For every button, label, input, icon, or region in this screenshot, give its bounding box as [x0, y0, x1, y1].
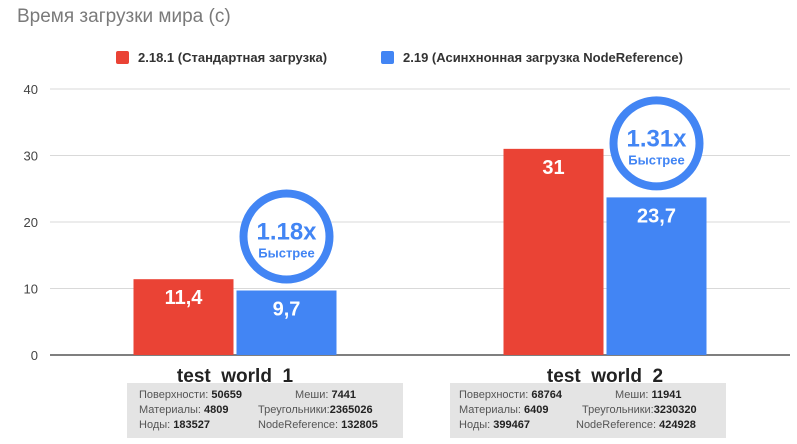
bar: [236, 290, 337, 355]
stat-label: Меши:: [615, 389, 649, 401]
legend: 2.18.1 (Стандартная загрузка) 2.19 (Асин…: [0, 50, 797, 72]
stat-surfaces-world-2: Поверхности: 68764: [459, 389, 562, 401]
stat-nodes-world-2: Ноды: 399467: [459, 419, 530, 431]
stat-value: 11941: [651, 389, 682, 401]
stat-value: 50659: [211, 389, 242, 401]
legend-item-series-2: 2.19 (Асинхнонная загрузка NodeReference…: [381, 50, 683, 65]
stat-triangles-world-1: Треугольники:2365026: [258, 404, 373, 416]
stats-panel-world-2: Поверхности: 68764 Меши: 11941 Материалы…: [450, 383, 726, 438]
stat-label: NodeReference:: [576, 419, 657, 431]
legend-item-series-1: 2.18.1 (Стандартная загрузка): [116, 50, 327, 65]
stat-nodereference-world-1: NodeReference: 132805: [258, 419, 378, 431]
stat-value: 68764: [531, 389, 562, 401]
speedup-ratio: 1.31x: [626, 125, 687, 152]
stat-label: Ноды:: [139, 419, 171, 431]
chart-title: Время загрузки мира (с): [17, 6, 231, 27]
speedup-text: Быстрее: [258, 245, 314, 260]
data-label: 9,7: [273, 298, 301, 320]
y-tick-label: 20: [24, 215, 38, 230]
stat-label: Ноды:: [459, 419, 491, 431]
stat-label: Меши:: [295, 389, 329, 401]
stat-materials-world-1: Материалы: 4809: [139, 404, 229, 416]
stat-value: 6409: [524, 404, 549, 416]
y-tick-label: 30: [24, 149, 38, 164]
stat-value: 7441: [331, 389, 356, 401]
x-tick-label: test_world_1: [177, 366, 294, 387]
data-label: 23,7: [637, 205, 676, 227]
legend-swatch-series-1: [116, 51, 129, 64]
stat-label: Материалы:: [459, 404, 521, 416]
bar: [503, 148, 604, 355]
stat-value: 183527: [173, 419, 210, 431]
stats-panel-world-1: Поверхности: 50659 Меши: 7441 Материалы:…: [127, 383, 403, 438]
bar: [133, 279, 234, 355]
stat-label: Поверхности:: [459, 389, 529, 401]
legend-label-series-1: 2.18.1 (Стандартная загрузка): [138, 50, 328, 65]
stat-value: 424928: [659, 419, 696, 431]
speedup-ratio: 1.18x: [256, 218, 317, 245]
stat-meshes-world-1: Меши: 7441: [295, 389, 356, 401]
data-label: 31: [542, 157, 564, 179]
y-tick-label: 40: [24, 82, 38, 97]
stat-surfaces-world-1: Поверхности: 50659: [139, 389, 242, 401]
stat-triangles-world-2: Треугольники:3230320: [582, 404, 697, 416]
speedup-text: Быстрее: [628, 152, 684, 167]
stat-materials-world-2: Материалы: 6409: [459, 404, 549, 416]
y-tick-label: 10: [24, 282, 38, 297]
stat-label: Треугольники:: [258, 404, 330, 416]
stat-nodereference-world-2: NodeReference: 424928: [576, 419, 696, 431]
speedup-badge: [609, 96, 704, 191]
stat-meshes-world-2: Меши: 11941: [615, 389, 681, 401]
bar: [606, 197, 707, 355]
stat-value: 132805: [341, 419, 378, 431]
stat-label: Треугольники:: [582, 404, 654, 416]
speedup-badge: [239, 189, 334, 284]
legend-label-series-2: 2.19 (Асинхнонная загрузка NodeReference…: [403, 50, 683, 65]
stat-label: NodeReference:: [258, 419, 339, 431]
stat-nodes-world-1: Ноды: 183527: [139, 419, 210, 431]
stat-value: 3230320: [653, 404, 697, 416]
x-tick-label: test_world_2: [547, 366, 663, 387]
y-tick-label: 0: [31, 348, 38, 363]
stat-value: 4809: [204, 404, 229, 416]
stat-value: 399467: [493, 419, 530, 431]
legend-swatch-series-2: [381, 51, 394, 64]
data-label: 11,4: [165, 287, 204, 309]
stat-label: Материалы:: [139, 404, 201, 416]
stat-label: Поверхности:: [139, 389, 209, 401]
stat-value: 2365026: [329, 404, 373, 416]
